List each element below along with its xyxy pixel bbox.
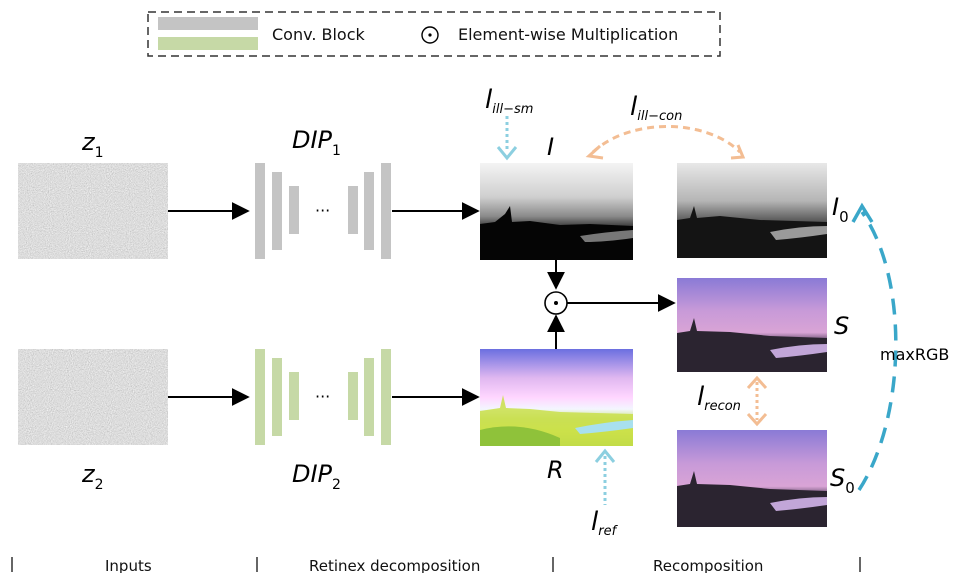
dip2-conv-block (364, 358, 374, 436)
legend-border (147, 11, 721, 57)
dip1-conv-block (272, 172, 282, 250)
dip1-conv-block (348, 186, 358, 234)
dip1-conv-block (364, 172, 374, 250)
image-S (677, 278, 827, 372)
image-S0 (677, 430, 827, 527)
dip1-conv-block (255, 163, 265, 259)
loss-recon-arrowhead-down (746, 412, 768, 427)
legend-conv-block-gray (158, 17, 258, 30)
loss-ill-con-arrowhead-left (585, 144, 604, 160)
loss-ill-con-curve (591, 125, 742, 154)
loss-ref-label: lref (591, 507, 619, 539)
dip2-conv-block (289, 372, 299, 420)
legend: Conv. Block Element-wise Multiplication (147, 11, 721, 57)
loss-ill-con-arrowhead-right (730, 144, 746, 160)
legend-conv-block-green (158, 37, 258, 50)
noise-image-z1 (18, 163, 168, 259)
section-retinex-label: Retinex decomposition (309, 557, 480, 573)
odot-center-dot (554, 301, 558, 305)
dip2-label: DIP2 (292, 460, 341, 493)
loss-recon-arrowhead-up (746, 375, 768, 390)
legend-element-wise-label: Element-wise Multiplication (458, 25, 678, 44)
dip2-ellipsis: ··· (315, 387, 330, 406)
dip2-conv-block (272, 358, 282, 436)
maxrgb-label: maxRGB (880, 345, 949, 364)
legend-conv-block-label: Conv. Block (272, 25, 366, 44)
dip2-network: ··· DIP2 (255, 349, 391, 493)
legend-odot-dot (428, 33, 432, 37)
dip1-network: DIP1 ··· (255, 126, 391, 259)
maxrgb-arrowhead (851, 202, 874, 223)
S-label: S (834, 312, 849, 340)
z2-label: z2 (81, 460, 104, 493)
input-z2: z2 (18, 349, 168, 493)
input-z1: z1 (18, 128, 168, 259)
dip1-conv-block (289, 186, 299, 234)
reflectance-image-R (480, 349, 633, 446)
dip2-conv-block (348, 372, 358, 420)
loss-ill-sm-label: lill−sm (485, 85, 533, 117)
noise-image-z2 (18, 349, 168, 445)
loss-ill-con-label: lill−con (630, 92, 682, 124)
section-inputs-label: Inputs (105, 557, 152, 573)
maxrgb-curve-arrow (857, 210, 898, 491)
loss-recon-label: lrecon (697, 382, 741, 414)
section-recomposition-label: Recomposition (653, 557, 763, 573)
z1-label: z1 (81, 128, 104, 161)
illumination-image-I (480, 163, 633, 260)
image-I0 (677, 163, 827, 258)
I-label: I (547, 133, 554, 161)
dip2-conv-block (381, 349, 391, 445)
section-labels: Inputs Retinex decomposition Recompositi… (11, 557, 861, 573)
R-label: R (547, 456, 564, 484)
dip1-ellipsis: ··· (315, 201, 330, 220)
dip1-conv-block (381, 163, 391, 259)
dip1-label: DIP1 (292, 126, 341, 159)
I0-label: I0 (832, 193, 849, 226)
loss-ill-sm-arrowhead (496, 146, 518, 161)
dip2-conv-block (255, 349, 265, 445)
S0-label: S0 (830, 464, 855, 497)
loss-ref-arrowhead (594, 448, 616, 463)
legend-odot-icon (421, 26, 439, 44)
